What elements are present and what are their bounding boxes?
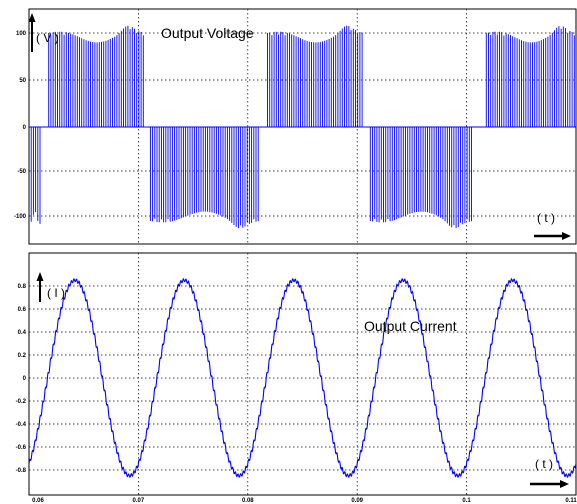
current-grid: [29, 253, 576, 495]
voltage-t-arrow: [534, 232, 571, 240]
voltage-frame: [28, 8, 577, 245]
current-y-tick-label: 0.6: [18, 307, 27, 313]
voltage-y-tick-label: 50: [19, 78, 26, 84]
current-x-tick-label: 0.09: [351, 498, 363, 504]
current-series-line: [28, 277, 577, 478]
current-y-tick-label: 0: [23, 376, 27, 382]
current-plot-area: [29, 253, 576, 495]
voltage-y-tick-label: -50: [17, 169, 26, 175]
current-waveform: [28, 277, 577, 478]
voltage-y-ticks: 100 50 0 -50 -100: [14, 31, 27, 220]
current-x-ticks: 0.06 0.07 0.08 0.09 0.1 0.11: [32, 498, 577, 504]
voltage-y-tick-label: -100: [14, 214, 27, 220]
current-x-tick-label: 0.11: [565, 498, 577, 504]
current-y-arrow: [36, 272, 44, 302]
current-x-tick-label: 0.06: [32, 498, 44, 504]
current-y-tick-label: 0.2: [18, 353, 27, 359]
voltage-waveform: [28, 25, 576, 229]
current-y-tick-label: -0.4: [16, 422, 27, 428]
current-y-tick-label: 0.4: [18, 330, 27, 336]
current-y-tick-label: -0.2: [16, 399, 27, 405]
voltage-y-tick-label: 100: [16, 31, 27, 37]
current-frame: [28, 252, 577, 496]
voltage-y-tick-label: 0: [23, 125, 27, 131]
current-y-tick-label: -0.6: [16, 445, 27, 451]
current-y-tick-label: 0.8: [18, 284, 27, 290]
current-ylabel: ( I ): [47, 286, 65, 300]
current-t-arrow: [530, 480, 569, 488]
current-y-tick-label: -0.8: [16, 468, 27, 474]
current-panel: 0.80.60.40.20-0.2-0.4-0.6-0.8 0.06 0.07 0.…: [16, 252, 577, 504]
voltage-ylabel: ( V ): [36, 31, 59, 45]
current-x-tick-label: 0.08: [242, 498, 254, 504]
voltage-series-line: [28, 25, 576, 229]
current-title: Output Current: [364, 318, 457, 334]
voltage-xlabel: ( t ): [537, 211, 555, 225]
voltage-title: Output Voltage: [161, 25, 254, 41]
current-x-tick-label: 0.1: [462, 498, 471, 504]
current-y-ticks: 0.8 0.6 0.4 0.2 0 -0.2 -0.4 -0.6 -0.8: [16, 284, 27, 474]
current-x-tick-label: 0.07: [133, 498, 145, 504]
current-xlabel: ( t ): [535, 457, 553, 471]
voltage-panel: 100 50 0 -50 -100 Output Voltage ( V ) ( t ): [14, 8, 577, 245]
voltage-y-arrow: [28, 13, 36, 52]
